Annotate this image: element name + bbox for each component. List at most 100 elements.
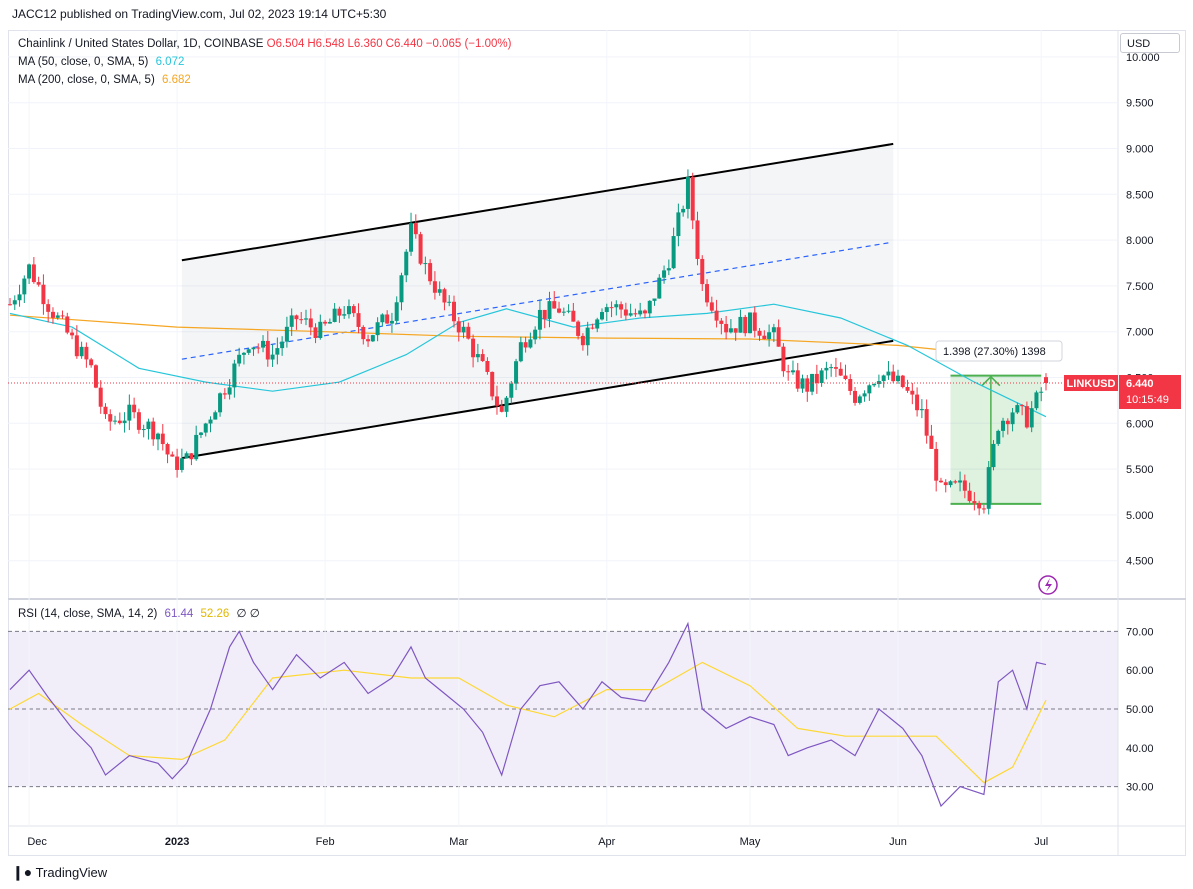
candle-body <box>332 308 337 322</box>
candle-body <box>93 365 98 388</box>
measure-arrow-head <box>981 375 1001 387</box>
price-tick-label: 9.000 <box>1126 144 1154 156</box>
candle-body <box>662 270 667 278</box>
publisher-line: JACC12 published on TradingView.com, Jul… <box>12 7 387 21</box>
candle-body <box>1001 420 1006 431</box>
candle-body <box>108 414 113 422</box>
candle-body <box>471 338 476 358</box>
candle-body <box>241 352 246 355</box>
candle-body <box>12 300 17 305</box>
candle-body <box>604 307 609 313</box>
price-tick-label: 9.500 <box>1126 98 1154 110</box>
candle-body <box>409 223 414 252</box>
candle-body <box>299 319 304 321</box>
candle-body <box>141 429 146 431</box>
candle-body <box>666 268 671 271</box>
measure-label: 1.398 (27.30%) 1398 <box>943 346 1046 358</box>
rsi-label[interactable]: RSI (14, close, SMA, 14, 2) <box>18 608 158 620</box>
candle-body <box>619 304 624 310</box>
change-value: −0.065 (−1.00%) <box>425 38 512 50</box>
candle-body <box>595 319 600 329</box>
candle-body <box>151 421 156 440</box>
candle-body <box>1005 420 1010 425</box>
candle-body <box>165 444 170 455</box>
rsi-line <box>9 621 1047 808</box>
candle-body <box>547 301 552 319</box>
candle-body <box>337 308 342 316</box>
candle-body <box>953 481 958 483</box>
candle-body <box>41 284 46 305</box>
symbol-title[interactable]: Chainlink / United States Dollar, 1D, CO… <box>18 38 264 50</box>
candle-body <box>509 383 514 398</box>
candle-body <box>585 327 590 346</box>
currency-selector[interactable]: USD <box>1120 33 1180 53</box>
candle-body <box>36 282 41 285</box>
candle-body <box>70 332 75 336</box>
candle-body <box>695 220 700 259</box>
open-value: O6.504 <box>266 38 305 50</box>
candle-body <box>833 367 838 369</box>
candle-body <box>896 375 900 382</box>
candle-body <box>50 311 55 318</box>
candle-body <box>175 456 180 470</box>
ma200-label[interactable]: MA (200, close, 0, SMA, 5) <box>18 74 155 86</box>
candle-body <box>89 359 94 366</box>
candle-body <box>752 312 757 331</box>
candle-body <box>915 394 920 411</box>
candle-body <box>136 412 141 430</box>
ma50-line <box>9 303 1047 418</box>
candle-body <box>122 420 127 424</box>
candle-body <box>79 346 84 357</box>
price-tick-label: 6.000 <box>1126 418 1154 430</box>
candle-body <box>537 309 542 330</box>
candle-body <box>518 342 523 362</box>
candle-body <box>986 467 991 509</box>
candle-body <box>456 321 461 333</box>
candle-body <box>657 277 662 299</box>
candle-body <box>351 306 356 314</box>
candle-body <box>318 321 323 338</box>
candle-body <box>790 370 795 373</box>
candle-body <box>733 328 738 333</box>
candle-body <box>967 490 972 502</box>
candle-body <box>738 316 743 333</box>
candle-body <box>609 307 614 309</box>
price-tag-countdown: 10:15:49 <box>1126 394 1169 406</box>
candle-body <box>327 321 332 324</box>
candle-body <box>117 420 122 424</box>
candle-body <box>98 387 103 407</box>
candle-body <box>566 310 571 312</box>
rsi-tick-label: 30.00 <box>1126 782 1154 794</box>
ma50-label[interactable]: MA (50, close, 0, SMA, 5) <box>18 56 149 68</box>
candle-body <box>385 314 390 324</box>
candle-body <box>304 318 308 320</box>
candle-body <box>246 349 251 353</box>
candle-body <box>432 281 437 293</box>
candle-body <box>428 263 433 282</box>
candle-body <box>623 309 628 316</box>
candle-body <box>557 308 562 313</box>
candle-body <box>461 326 466 333</box>
price-tick-label: 7.500 <box>1126 281 1154 293</box>
candle-body <box>370 335 375 342</box>
candle-body <box>652 298 657 301</box>
channel-midline <box>181 242 889 360</box>
candle-body <box>642 310 647 314</box>
candle-body <box>399 275 404 303</box>
rsi-tick-label: 70.00 <box>1126 626 1154 638</box>
candle-body <box>910 390 915 395</box>
candle-body <box>771 327 776 333</box>
candle-body <box>542 309 547 319</box>
time-tick-label: Dec <box>27 836 47 848</box>
candle-body <box>8 304 12 306</box>
candle-body <box>55 315 60 318</box>
candle-body <box>294 315 299 320</box>
candle-body <box>843 375 848 380</box>
candle-body <box>213 412 218 420</box>
candle-body <box>179 458 184 470</box>
candle-body <box>275 348 280 355</box>
candle-body <box>881 375 886 382</box>
time-tick-label: May <box>740 836 761 848</box>
candle-body <box>499 405 504 412</box>
